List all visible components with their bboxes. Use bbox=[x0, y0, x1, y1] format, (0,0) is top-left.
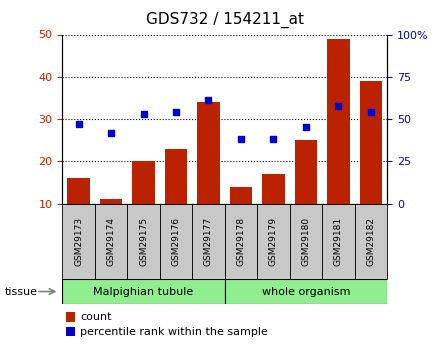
Point bbox=[270, 137, 277, 142]
Text: GSM29181: GSM29181 bbox=[334, 217, 343, 266]
Text: GSM29178: GSM29178 bbox=[236, 217, 246, 266]
Bar bbox=[360, 81, 382, 204]
Bar bbox=[230, 187, 252, 204]
Text: GSM29174: GSM29174 bbox=[106, 217, 116, 266]
Bar bbox=[65, 327, 75, 336]
Point bbox=[368, 109, 375, 115]
Text: GSM29180: GSM29180 bbox=[301, 217, 311, 266]
Text: GDS732 / 154211_at: GDS732 / 154211_at bbox=[146, 11, 304, 28]
Text: GSM29173: GSM29173 bbox=[74, 217, 83, 266]
Text: GSM29175: GSM29175 bbox=[139, 217, 148, 266]
Bar bbox=[327, 39, 350, 204]
Bar bbox=[62, 279, 225, 304]
Point bbox=[335, 103, 342, 108]
Point bbox=[303, 125, 310, 130]
Bar bbox=[132, 161, 155, 204]
Bar bbox=[257, 204, 290, 279]
Point bbox=[140, 111, 147, 117]
Point bbox=[205, 98, 212, 103]
Text: GSM29182: GSM29182 bbox=[366, 217, 376, 266]
Text: whole organism: whole organism bbox=[262, 287, 350, 296]
Point bbox=[75, 121, 82, 127]
Bar bbox=[192, 204, 225, 279]
Text: Malpighian tubule: Malpighian tubule bbox=[93, 287, 194, 296]
Bar bbox=[322, 204, 355, 279]
Bar bbox=[225, 279, 387, 304]
Text: GSM29176: GSM29176 bbox=[171, 217, 181, 266]
Bar bbox=[165, 149, 187, 204]
Text: GSM29179: GSM29179 bbox=[269, 217, 278, 266]
Bar bbox=[67, 178, 90, 204]
Text: count: count bbox=[80, 312, 112, 322]
Bar bbox=[290, 204, 322, 279]
Text: percentile rank within the sample: percentile rank within the sample bbox=[80, 327, 268, 336]
Point bbox=[238, 137, 245, 142]
Bar bbox=[355, 204, 387, 279]
Bar bbox=[95, 204, 127, 279]
Bar bbox=[62, 204, 95, 279]
Bar bbox=[225, 204, 257, 279]
Bar bbox=[262, 174, 285, 204]
Bar bbox=[160, 204, 192, 279]
Point bbox=[173, 109, 180, 115]
Bar bbox=[127, 204, 160, 279]
Bar bbox=[100, 199, 122, 204]
Text: GSM29177: GSM29177 bbox=[204, 217, 213, 266]
Bar bbox=[197, 102, 220, 204]
Bar bbox=[295, 140, 317, 204]
Text: tissue: tissue bbox=[4, 287, 37, 296]
Point bbox=[108, 130, 115, 135]
Bar bbox=[65, 312, 75, 322]
